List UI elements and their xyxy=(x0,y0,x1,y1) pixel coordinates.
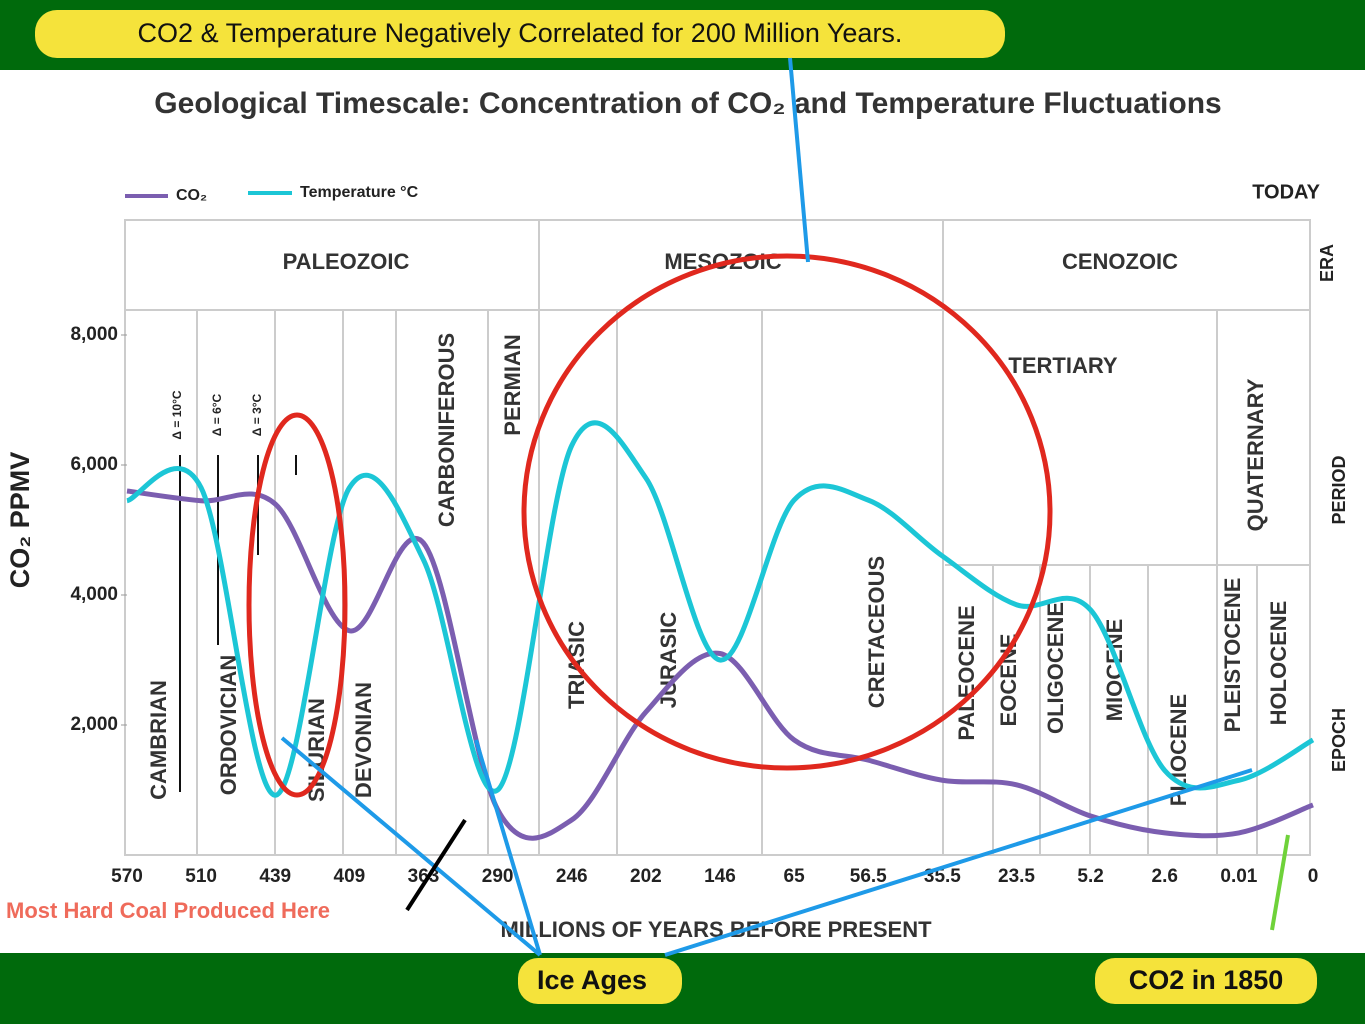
x-tick-label: 2.6 xyxy=(1152,866,1178,887)
arrow xyxy=(664,768,1253,957)
period-label: SILURIAN xyxy=(304,698,329,802)
x-tick-label: 246 xyxy=(556,866,588,887)
epoch-label: OLIGOCENE xyxy=(1043,602,1068,734)
delta-label: Δ = 6°C xyxy=(210,393,224,436)
x-tick-label: 56.5 xyxy=(850,866,887,887)
callout: Ice Ages xyxy=(537,965,647,995)
delta-label: Δ = 10°C xyxy=(170,390,184,439)
x-tick-label: 202 xyxy=(630,866,662,887)
banner: CO2 & Temperature Negatively Correlated … xyxy=(138,18,903,48)
row-label: ERA xyxy=(1317,244,1337,282)
era-label: PALEOZOIC xyxy=(283,249,410,274)
frame xyxy=(124,219,1311,856)
callout: CO2 in 1850 xyxy=(1129,965,1284,995)
callout: Most Hard Coal Produced Here xyxy=(6,898,330,923)
x-tick-label: 5.2 xyxy=(1077,866,1103,887)
x-tick-label: 0 xyxy=(1308,866,1319,887)
x-tick-label: 290 xyxy=(482,866,514,887)
series-line xyxy=(125,420,1315,798)
x-tick-label: 510 xyxy=(185,866,217,887)
arrow xyxy=(280,736,542,957)
x-tick-label: 570 xyxy=(111,866,143,887)
x-tick-label: 439 xyxy=(259,866,291,887)
period-label: ORDOVICIAN xyxy=(216,655,241,796)
highlight-ellipse xyxy=(246,412,348,798)
x-tick-label: 0.01 xyxy=(1220,866,1257,887)
period-lines xyxy=(196,220,1258,855)
callout-box xyxy=(1095,958,1317,1004)
period-label: CRETACEOUS xyxy=(864,556,889,708)
legend-label: CO₂ xyxy=(176,187,207,204)
epoch-label: HOLOCENE xyxy=(1266,601,1291,726)
callout-box xyxy=(518,958,682,1004)
annotations: Ice Ages CO2 in 1850 Most Hard Coal Prod… xyxy=(6,57,1317,1004)
period-label: CARBONIFEROUS xyxy=(434,333,459,527)
epoch-label: PLEISTOCENE xyxy=(1220,578,1245,733)
legend-label: Temperature °C xyxy=(300,184,419,201)
series-line xyxy=(126,488,1314,841)
arrow xyxy=(405,818,467,912)
arrow xyxy=(474,739,542,956)
row-label: PERIOD xyxy=(1329,455,1349,524)
y-tick-label: 8,000 xyxy=(70,324,118,345)
x-tick-label: 65 xyxy=(784,866,806,887)
x-tick-label: 409 xyxy=(334,866,366,887)
era-label: CENOZOIC xyxy=(1062,249,1178,274)
y-axis-label: CO₂ PPMV xyxy=(5,452,35,589)
period-label: DEVONIAN xyxy=(351,682,376,798)
period-label: CAMBRIAN xyxy=(146,680,171,800)
today-label: TODAY xyxy=(1252,181,1320,203)
arrow xyxy=(1270,834,1290,931)
x-tick-label: 23.5 xyxy=(998,866,1035,887)
y-tick-label: 6,000 xyxy=(70,454,118,475)
chart-title: Geological Timescale: Concentration of C… xyxy=(154,87,1221,120)
highlight-circle xyxy=(521,253,1053,771)
period-group-label: QUATERNARY xyxy=(1243,378,1268,531)
arrow xyxy=(788,57,810,263)
banner-box xyxy=(35,10,1005,58)
y-tick-label: 4,000 xyxy=(70,584,118,605)
epoch-label: PALEOCENE xyxy=(954,605,979,740)
period-label: PERMIAN xyxy=(500,334,525,435)
period-group-label: TERTIARY xyxy=(1008,353,1118,378)
row-label: EPOCH xyxy=(1329,708,1349,772)
y-tick-label: 2,000 xyxy=(70,714,118,735)
delta-label: Δ = 3°C xyxy=(250,393,264,436)
x-tick-label: 146 xyxy=(704,866,736,887)
